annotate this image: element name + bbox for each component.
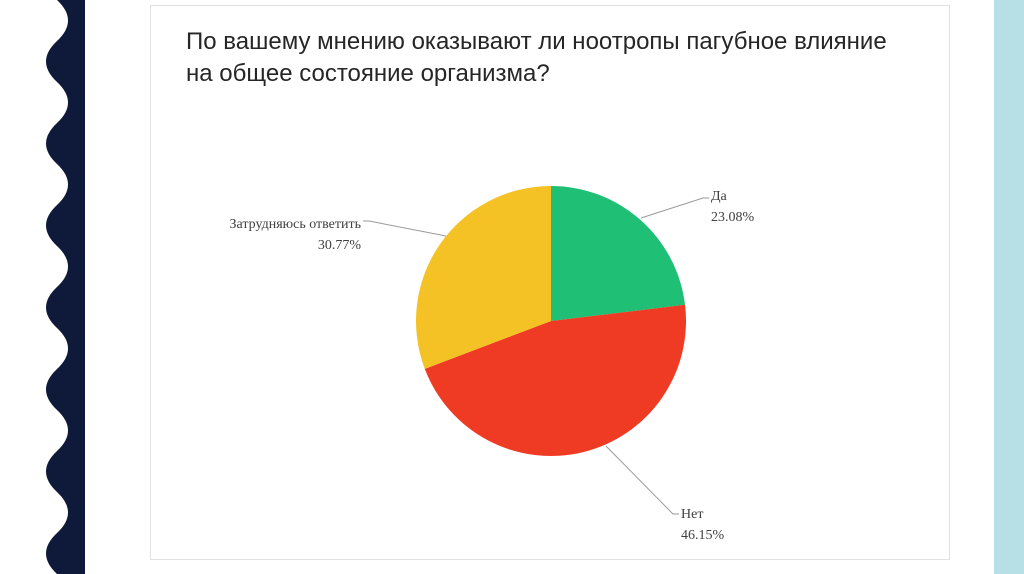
pie-label-no-name: Нет xyxy=(681,506,724,525)
leader-line-unsure xyxy=(363,221,446,236)
left-decorative-stripe xyxy=(0,0,85,574)
pie-label-yes-name: Да xyxy=(711,188,754,207)
pie-label-unsure: Затрудняюсь ответить 30.77% xyxy=(230,216,362,256)
pie-label-no-pct: 46.15% xyxy=(681,527,724,546)
pie-label-yes-pct: 23.08% xyxy=(711,209,754,228)
chart-card: По вашему мнению оказывают ли ноотропы п… xyxy=(150,5,950,560)
pie-chart: Да 23.08% Нет 46.15% Затрудняюсь ответит… xyxy=(151,126,951,546)
pie-label-yes: Да 23.08% xyxy=(711,188,754,228)
leader-line-no xyxy=(606,446,679,514)
pie-label-no: Нет 46.15% xyxy=(681,506,724,546)
leader-line-yes xyxy=(641,198,709,218)
pie-label-unsure-name: Затрудняюсь ответить xyxy=(230,216,362,235)
right-decorative-stripe xyxy=(994,0,1024,574)
pie-slice-yes xyxy=(551,186,685,321)
slide-stage: По вашему мнению оказывают ли ноотропы п… xyxy=(0,0,1024,574)
pie-label-unsure-pct: 30.77% xyxy=(230,237,362,256)
wavy-edge-icon xyxy=(0,0,85,574)
chart-title: По вашему мнению оказывают ли ноотропы п… xyxy=(186,26,914,91)
